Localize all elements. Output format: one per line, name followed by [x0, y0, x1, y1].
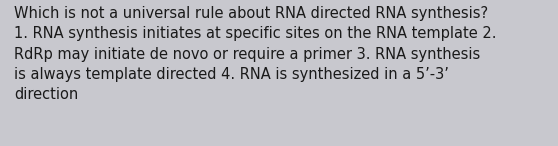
Text: Which is not a universal rule about RNA directed RNA synthesis?
1. RNA synthesis: Which is not a universal rule about RNA … [14, 6, 497, 102]
